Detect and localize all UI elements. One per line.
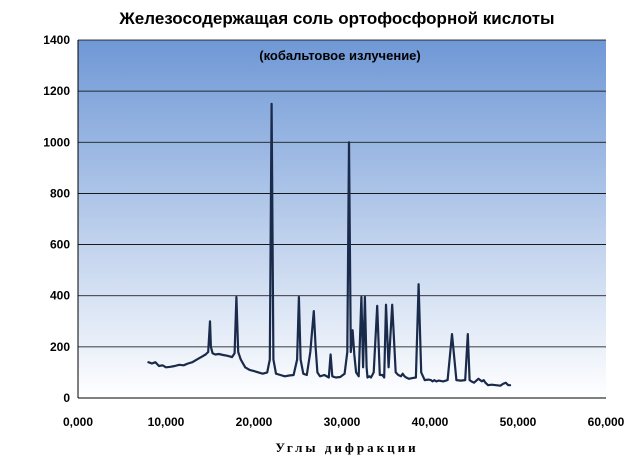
x-tick-label: 40,000 [412,415,449,429]
chart-subtitle: (кобальтовое излучение) [259,48,421,63]
x-tick-labels: 0,000 10,000 20,000 30,000 40,000 50,000 60,00… [63,415,625,429]
y-tick-label: 200 [50,340,70,354]
chart-title: Железосодержащая соль ортофосфорной кисл… [118,9,554,28]
x-tick-label: 60,000 [588,415,625,429]
plot-area [78,40,606,398]
y-tick-label: 1000 [43,135,70,149]
y-tick-label: 600 [50,238,70,252]
y-tick-label: 800 [50,186,70,200]
y-tick-labels: 0 200 400 600 800 1000 1200 1400 [43,33,70,405]
y-tick-label: 0 [63,391,70,405]
grid-lines [78,39,606,348]
y-tick-label: 1400 [43,33,70,47]
x-tick-label: 0,000 [63,415,93,429]
x-tick-label: 20,000 [236,415,273,429]
y-tick-label: 1200 [43,84,70,98]
x-tick-label: 10,000 [148,415,185,429]
y-tick-label: 400 [50,289,70,303]
x-tick-label: 30,000 [324,415,361,429]
x-axis-label: Углы дифракции [275,440,418,455]
x-tick-label: 50,000 [500,415,537,429]
series-line [147,102,512,387]
